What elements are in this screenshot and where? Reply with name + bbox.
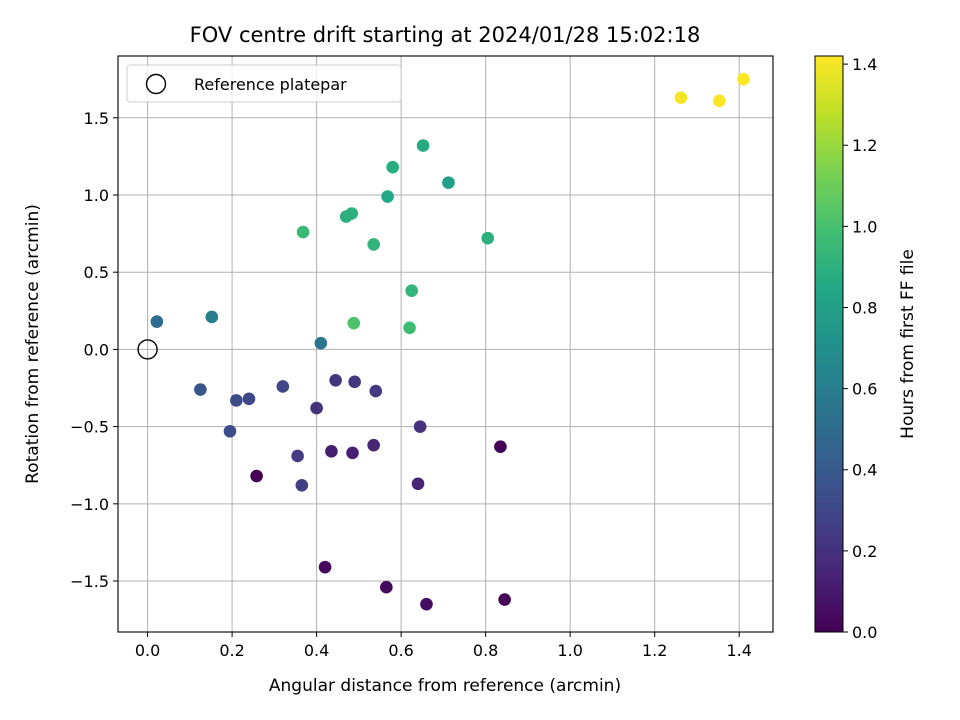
data-points: [150, 72, 750, 611]
data-point: [276, 380, 290, 393]
y-tick-label: 0.5: [84, 263, 109, 282]
y-tick-label: −1.5: [70, 572, 109, 591]
data-point: [403, 321, 416, 335]
x-tick-label: 0.2: [219, 641, 244, 660]
legend-box: [126, 64, 402, 103]
grid: [118, 56, 773, 632]
data-point: [242, 392, 256, 406]
data-point: [380, 580, 393, 594]
colorbar-tick-label: 1.4: [852, 55, 877, 74]
data-point: [348, 375, 361, 389]
data-point: [367, 238, 380, 251]
data-point: [411, 477, 425, 491]
data-point: [498, 593, 511, 606]
x-tick-label: 1.2: [642, 641, 667, 660]
data-point: [494, 440, 507, 453]
data-point: [405, 284, 418, 298]
y-tick-label: −0.5: [70, 418, 109, 437]
legend-reference-marker: [145, 73, 167, 95]
plot-frame: [117, 55, 774, 633]
data-point: [737, 72, 750, 86]
x-tick-label: 0.6: [388, 641, 413, 660]
data-point: [314, 336, 328, 350]
x-tick-label: 1.4: [726, 641, 751, 660]
colorbar-tick-label: 0.4: [852, 461, 877, 480]
data-point: [416, 139, 430, 152]
reference-marker-layer: [137, 339, 158, 360]
data-point: [150, 315, 164, 328]
x-axis-label: Angular distance from reference (arcmin): [269, 676, 621, 696]
x-tick-label: 0.4: [304, 641, 329, 660]
data-point: [329, 373, 342, 387]
data-point: [205, 310, 219, 324]
colorbar-tick-label: 1.2: [852, 136, 877, 155]
data-point: [413, 420, 427, 433]
reference-platepar-marker: [137, 339, 158, 360]
data-point: [369, 384, 383, 398]
data-point: [386, 160, 399, 174]
data-point: [296, 225, 310, 239]
data-point: [194, 383, 207, 396]
colorbar: [814, 55, 844, 633]
y-tick-label: 1.0: [84, 186, 109, 205]
colorbar-tick-label: 1.0: [852, 217, 877, 236]
data-point: [367, 438, 380, 452]
data-point: [347, 316, 361, 330]
data-point: [674, 91, 688, 104]
data-point: [346, 446, 359, 460]
y-tick-label: 1.5: [84, 109, 109, 128]
colorbar-tick-label: 0.6: [852, 380, 877, 399]
data-point: [318, 560, 332, 574]
data-point: [230, 394, 243, 407]
colorbar-label: Hours from first FF file: [898, 249, 918, 439]
y-tick-label: 0.0: [84, 340, 109, 359]
data-point: [713, 94, 726, 108]
colorbar-tick-label: 0.0: [852, 623, 877, 642]
data-point: [481, 231, 495, 245]
x-tick-label: 0.8: [473, 641, 498, 660]
colorbar-tick-label: 0.8: [852, 298, 877, 317]
data-point: [291, 449, 304, 463]
data-point: [295, 478, 309, 492]
y-tick-label: −1.0: [70, 495, 109, 514]
data-point: [250, 469, 263, 483]
data-point: [345, 207, 358, 220]
data-point: [442, 176, 455, 189]
y-axis-label: Rotation from reference (arcmin): [23, 204, 43, 484]
data-point: [420, 597, 433, 611]
x-tick-label: 0.0: [135, 641, 160, 660]
colorbar-ticks: 0.0 0.2 0.4 0.6 0.8 1.0 1.2 1.4: [843, 55, 877, 642]
y-axis-ticks: −1.5 −1.0 −0.5 0.0 0.5 1.0 1.5: [70, 109, 118, 591]
data-point: [325, 445, 338, 458]
legend-reference-label: Reference platepar: [194, 75, 347, 94]
data-point: [223, 424, 237, 438]
x-tick-label: 1.0: [557, 641, 582, 660]
chart-title: FOV centre drift starting at 2024/01/28 …: [190, 23, 701, 47]
data-point: [381, 190, 394, 203]
colorbar-tick-label: 0.2: [852, 542, 877, 561]
data-point: [310, 401, 323, 415]
legend: Reference platepar: [126, 64, 402, 103]
x-axis-ticks: 0.0 0.2 0.4 0.6 0.8 1.0 1.2 1.4: [135, 632, 752, 660]
